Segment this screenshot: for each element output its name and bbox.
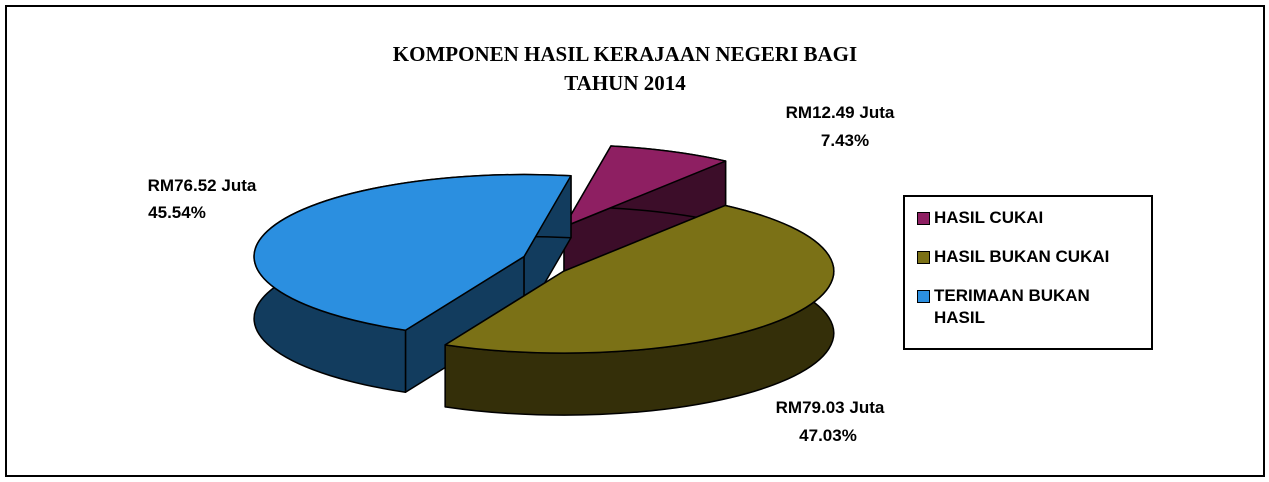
legend-item: HASIL BUKAN CUKAI <box>917 246 1143 268</box>
amount-label: RM79.03 Juta <box>776 398 885 417</box>
slice <box>253 173 572 331</box>
legend-swatch <box>917 251 930 264</box>
chart-title: KOMPONEN HASIL KERAJAAN NEGERI BAGI TAHU… <box>392 42 858 95</box>
data-label: 45.54% <box>148 203 206 222</box>
data-label: 7.43% <box>821 131 869 150</box>
legend-item: TERIMAAN BUKAN HASIL <box>917 285 1143 329</box>
legend-label: HASIL CUKAI <box>934 208 1044 227</box>
slice <box>444 204 835 354</box>
data-label: 47.03% <box>799 426 857 445</box>
legend-label: TERIMAAN BUKAN HASIL <box>934 286 1090 327</box>
legend-label: HASIL BUKAN CUKAI <box>934 247 1110 266</box>
slice <box>563 145 727 228</box>
legend: HASIL CUKAI HASIL BUKAN CUKAI TERIMAAN BUK… <box>903 195 1153 350</box>
legend-swatch <box>917 212 930 225</box>
legend-swatch <box>917 290 930 303</box>
frame <box>5 5 1265 477</box>
legend-item: HASIL CUKAI <box>917 207 1143 229</box>
amount-label: RM12.49 Juta <box>786 103 895 122</box>
amount-label: RM76.52 Juta <box>148 176 257 195</box>
